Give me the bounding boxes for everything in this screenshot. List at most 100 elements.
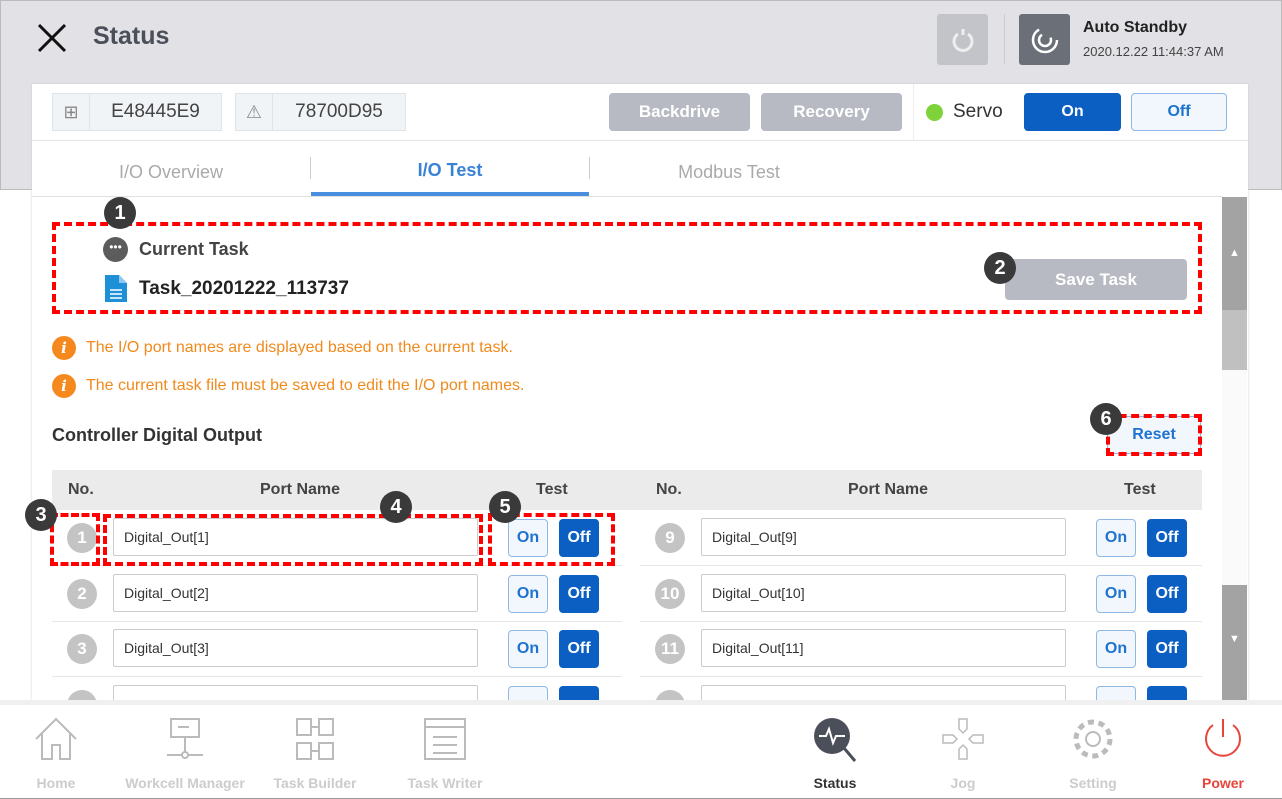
annotation-badge: 5 xyxy=(489,491,521,523)
datetime: 2020.12.22 11:44:37 AM xyxy=(1083,44,1224,59)
annotation-box xyxy=(52,222,1202,314)
robot-mode: Auto Standby xyxy=(1083,19,1187,36)
port-name-input[interactable]: Digital_Out[2] xyxy=(113,573,478,612)
annotation-badge: 2 xyxy=(984,252,1016,284)
test-off-button[interactable]: Off xyxy=(1147,574,1187,613)
table-row: 11 Digital_Out[11] On Off xyxy=(640,622,1202,677)
col-port-name: Port Name xyxy=(260,481,341,498)
task-builder-icon xyxy=(296,718,334,760)
nav-power[interactable]: Power xyxy=(1158,715,1282,795)
annotation-box xyxy=(50,513,100,566)
port-name-input[interactable]: Digital_Out[1] xyxy=(113,518,478,556)
notice: i The I/O port names are displayed based … xyxy=(52,336,513,360)
nav-status[interactable]: Status xyxy=(770,715,900,795)
annotation-badge: 6 xyxy=(1090,403,1122,435)
port-number: 1 xyxy=(67,523,97,553)
table-row: 9 Digital_Out[9] On Off xyxy=(640,511,1202,566)
scroll-up-button[interactable]: ▲ xyxy=(1222,197,1247,310)
test-on-button[interactable]: On xyxy=(1096,574,1136,613)
col-port-name: Port Name xyxy=(848,481,929,498)
current-task-icon: ••• xyxy=(103,237,128,262)
port-name-input[interactable]: Digital_Out[9] xyxy=(701,518,1066,556)
info-icon: i xyxy=(52,374,76,398)
annotation-box xyxy=(103,514,483,566)
test-on-button[interactable]: On xyxy=(1096,630,1136,668)
task-name: Task_20201222_113737 xyxy=(139,278,349,299)
workcell-icon xyxy=(167,718,203,759)
tab-separator xyxy=(589,157,590,179)
jog-icon xyxy=(942,718,984,760)
tab-modbus-test[interactable]: Modbus Test xyxy=(678,161,780,182)
col-no: No. xyxy=(68,481,94,498)
annotation-badge: 4 xyxy=(380,491,412,523)
servo-on-button[interactable]: On xyxy=(1024,93,1121,131)
servo-off-button[interactable]: Off xyxy=(1131,93,1227,131)
table-row: 2 Digital_Out[2] On Off xyxy=(52,567,622,622)
gear-icon xyxy=(1073,719,1113,759)
test-off-button[interactable]: Off xyxy=(1147,519,1187,557)
nav-workcell-manager[interactable]: Workcell Manager xyxy=(120,715,250,795)
info-icon: i xyxy=(52,336,76,360)
current-task-label: Current Task xyxy=(139,239,249,259)
port-name-input[interactable]: Digital_Out[11] xyxy=(701,629,1066,667)
test-off-button[interactable]: Off xyxy=(559,519,599,557)
nav-task-builder[interactable]: Task Builder xyxy=(250,715,380,795)
backdrive-button[interactable]: Backdrive xyxy=(609,93,750,131)
nav-jog[interactable]: Jog xyxy=(898,715,1028,795)
tab-separator xyxy=(310,157,311,179)
divider xyxy=(1004,14,1005,64)
scrollbar[interactable]: ▲ ▼ xyxy=(1222,197,1247,700)
robot-mode-icon xyxy=(1019,14,1070,65)
close-icon[interactable] xyxy=(36,22,68,54)
servo-status-dot xyxy=(926,104,943,121)
table-row: 10 Digital_Out[10] On Off xyxy=(640,567,1202,622)
port-name-input[interactable]: Digital_Out[3] xyxy=(113,629,478,667)
port-number: 10 xyxy=(655,578,685,609)
scrollbar-thumb[interactable] xyxy=(1222,310,1247,370)
robot-warning-icon: ⚠ xyxy=(236,94,273,130)
tab-io-overview[interactable]: I/O Overview xyxy=(118,161,224,182)
save-task-button[interactable]: Save Task xyxy=(1005,259,1187,300)
test-on-button[interactable]: On xyxy=(508,630,548,668)
controller-id: ⊞ E48445E9 xyxy=(52,93,222,131)
page-title: Status xyxy=(93,22,170,50)
test-off-button[interactable]: Off xyxy=(559,630,599,668)
divider xyxy=(32,196,1222,197)
tab-io-test[interactable]: I/O Test xyxy=(311,148,589,196)
annotation-badge: 1 xyxy=(104,197,136,229)
test-on-button[interactable]: On xyxy=(508,519,548,557)
controller-icon: ⊞ xyxy=(53,94,90,130)
home-position-button[interactable] xyxy=(937,14,988,65)
nav-task-writer[interactable]: Task Writer xyxy=(380,715,510,795)
robot-id: ⚠ 78700D95 xyxy=(235,93,406,131)
port-number: 11 xyxy=(655,634,685,664)
nav-setting[interactable]: Setting xyxy=(1028,715,1158,795)
home-icon xyxy=(35,717,77,760)
annotation-box xyxy=(1106,414,1202,456)
table-row: 3 Digital_Out[3] On Off xyxy=(52,622,622,677)
port-number: 9 xyxy=(655,523,685,553)
test-off-button[interactable]: Off xyxy=(559,574,599,613)
reset-pose-icon xyxy=(952,28,973,52)
col-test: Test xyxy=(1124,481,1156,498)
annotation-badge: 3 xyxy=(25,499,57,531)
col-no: No. xyxy=(656,481,682,498)
task-file-icon xyxy=(105,275,127,302)
col-test: Test xyxy=(536,481,568,498)
test-off-button[interactable]: Off xyxy=(1147,630,1187,668)
status-icon xyxy=(814,718,857,762)
recovery-button[interactable]: Recovery xyxy=(761,93,902,131)
divider xyxy=(32,140,1248,141)
servo-label: Servo xyxy=(953,101,1003,122)
notice: i The current task file must be saved to … xyxy=(52,374,524,398)
power-icon xyxy=(1205,719,1241,757)
nav-home[interactable]: Home xyxy=(0,715,121,795)
port-number: 2 xyxy=(67,578,97,609)
table-header: No. Port Name Test No. Port Name Test xyxy=(52,470,1202,510)
test-on-button[interactable]: On xyxy=(508,574,548,613)
test-on-button[interactable]: On xyxy=(1096,519,1136,557)
annotation-box xyxy=(488,513,615,566)
port-number: 3 xyxy=(67,634,97,664)
scroll-down-button[interactable]: ▼ xyxy=(1222,585,1247,700)
port-name-input[interactable]: Digital_Out[10] xyxy=(701,573,1066,612)
